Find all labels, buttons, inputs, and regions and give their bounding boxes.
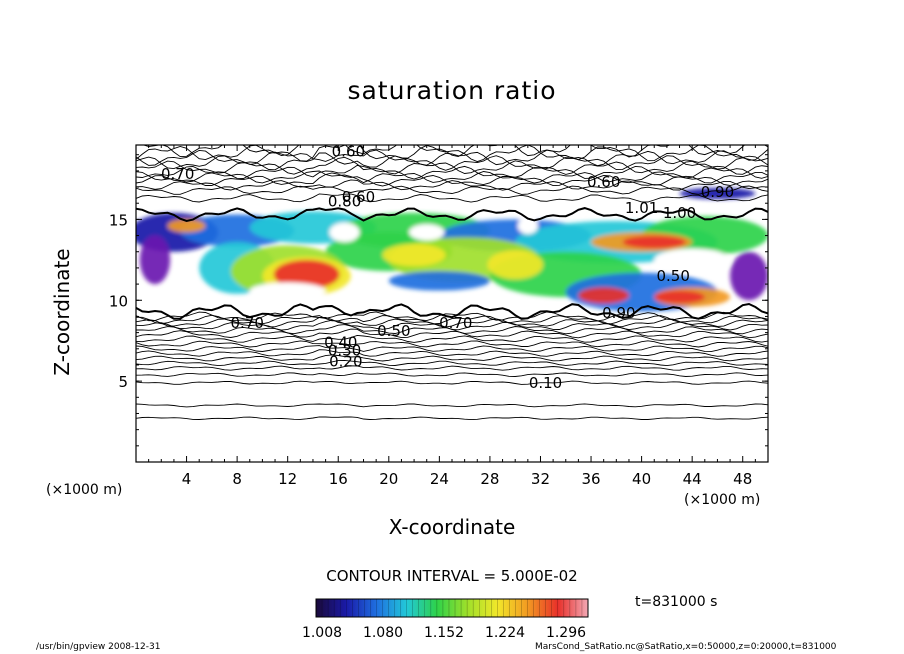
colorbar-tick-label: 1.008: [302, 625, 342, 641]
field-gap: [517, 217, 538, 234]
contour-line: [136, 185, 768, 195]
contour-interval-text: CONTOUR INTERVAL = 5.000E-02: [326, 567, 578, 585]
y-tick-label: 15: [109, 211, 128, 229]
contour-line: [136, 328, 768, 339]
x-unit-label-left: (×1000 m): [46, 482, 123, 498]
y-tick-label: 10: [109, 292, 128, 310]
x-axis-label: X-coordinate: [388, 515, 516, 539]
contour-label: 0.40: [324, 333, 357, 351]
contour-line: [136, 149, 768, 167]
colorbar-tick-label: 1.224: [485, 625, 525, 641]
field-blob: [578, 287, 629, 304]
contour-line: [136, 164, 768, 180]
contour-line: [136, 416, 768, 421]
field-gap: [329, 222, 360, 243]
contour-line: [136, 372, 768, 377]
field-blob: [388, 271, 490, 291]
contour-label: 0.50: [656, 267, 689, 285]
footer-left-text: /usr/bin/gpview 2008-12-31: [36, 642, 161, 652]
contour-label: 0.90: [602, 304, 635, 322]
contour-label: 0.80: [328, 193, 361, 211]
y-axis-label: Z-coordinate: [50, 248, 74, 376]
contour-line: [136, 172, 768, 187]
contour-labels: 0.600.70 0.600.900.800.601.01 1.000.500.70…: [161, 142, 734, 391]
field-gap: [409, 224, 445, 241]
x-tick-label: 12: [278, 470, 297, 488]
x-tick-label: 32: [531, 470, 550, 488]
x-tick-label: 20: [379, 470, 398, 488]
x-tick-label: 8: [232, 470, 242, 488]
band-bottom-boundary: [136, 302, 768, 320]
field-blob: [382, 243, 446, 267]
field-blob: [487, 250, 544, 280]
contour-line: [136, 403, 768, 408]
contour-line: [136, 354, 768, 362]
contour-label: 0.50: [377, 322, 410, 340]
contour-line: [136, 316, 768, 328]
contour-line: [136, 179, 768, 191]
field-blob: [730, 251, 768, 301]
contour-line: [136, 334, 768, 343]
contour-lines: [136, 145, 768, 421]
x-tick-label: 24: [430, 470, 449, 488]
contour-line: [136, 349, 768, 357]
contour-line: [136, 345, 768, 353]
colorbar: 1.008 1.080 1.152 1.224 1.296: [302, 598, 589, 641]
contour-line: [142, 145, 768, 158]
contour-label: 0.70: [161, 165, 194, 183]
contour-label: 0.60: [332, 142, 365, 160]
field-gap: [654, 248, 731, 272]
x-axis: 4 8 12 16 20 24 28 32 36 40 44 48: [148, 145, 756, 488]
contour-line: [136, 359, 768, 367]
x-tick-label: 28: [480, 470, 499, 488]
field-blob: [622, 235, 686, 249]
plot-area: [136, 145, 768, 421]
contour-label: 0.10: [529, 374, 562, 392]
footer-right-text: MarsCond_SatRatio.nc@SatRatio,x=0:50000,…: [535, 642, 837, 652]
chart-title: saturation ratio: [347, 76, 557, 105]
field-blob: [273, 259, 340, 289]
x-tick-label: 48: [733, 470, 752, 488]
contour-label: 0.60: [342, 188, 375, 206]
contour-label: 0.60: [587, 173, 620, 191]
contour-line: [136, 193, 768, 203]
y-axis: 5 10 15: [109, 154, 768, 447]
contour-line: [136, 145, 768, 163]
field-blob: [167, 219, 206, 233]
contour-label: 0.20: [329, 353, 362, 371]
contour-label: 0.90: [701, 183, 734, 201]
field-gap: [249, 282, 326, 299]
x-tick-label: 16: [329, 470, 348, 488]
x-tick-label: 44: [683, 470, 702, 488]
contour-line: [136, 340, 768, 348]
x-tick-label: 4: [182, 470, 192, 488]
colorbar-fill: [315, 598, 589, 618]
x-tick-label: 40: [632, 470, 651, 488]
contour-line: [136, 365, 768, 371]
contour-line: [136, 314, 768, 325]
contour-label: 0.70: [439, 314, 472, 332]
y-tick-label: 5: [118, 373, 128, 391]
contour-line: [136, 380, 768, 385]
field-blob: [679, 187, 756, 200]
contour-label: 1.00: [663, 204, 696, 222]
contour-label: 1.01: [625, 199, 658, 217]
contour-line: [136, 170, 768, 184]
band-top-boundary: [136, 207, 768, 223]
contour-line: [136, 152, 768, 171]
field-blob: [139, 235, 171, 285]
contour-label: 0.30: [328, 341, 361, 359]
field-blob: [654, 290, 705, 304]
contour-label: 0.70: [231, 314, 264, 332]
colorbar-tick-label: 1.080: [363, 625, 403, 641]
supersaturation-field: [136, 187, 768, 312]
contour-line: [136, 319, 768, 331]
time-label: t=831000 s: [635, 594, 718, 610]
colorbar-tick-label: 1.296: [546, 625, 586, 641]
x-unit-label-right: (×1000 m): [684, 492, 761, 508]
contour-line: [136, 311, 768, 322]
colorbar-tick-label: 1.152: [424, 625, 464, 641]
x-tick-label: 36: [581, 470, 600, 488]
